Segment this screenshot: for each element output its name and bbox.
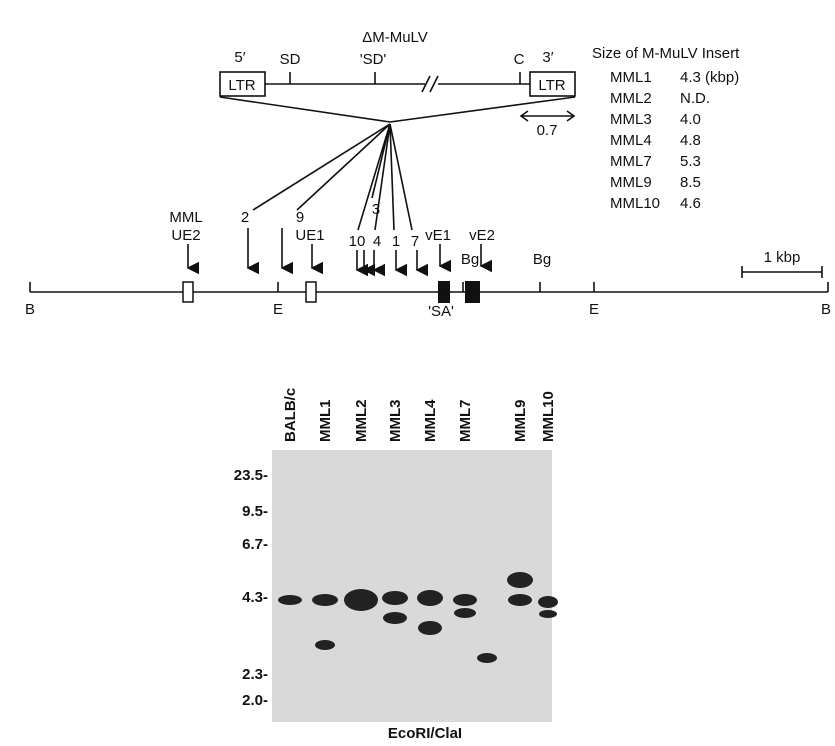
lane-label: BALB/c	[282, 388, 299, 442]
element: UE2	[171, 227, 200, 244]
scale: 1 kbp	[764, 249, 801, 266]
label: 'SD'	[360, 51, 387, 68]
size-marker: 4.3-	[242, 589, 268, 606]
row-name: MML7	[610, 153, 652, 170]
label: 2	[241, 209, 249, 226]
site: E	[589, 301, 599, 318]
site: Bg	[533, 251, 551, 268]
sa-label: 'SA'	[428, 303, 454, 320]
lane-label: MML3	[387, 400, 404, 443]
size-marker: 6.7-	[242, 536, 268, 553]
site: B	[25, 301, 35, 318]
provirus: ΔM-MuLV 5′ 3′ SD 'SD' C LTR LTR 0.7	[220, 29, 575, 139]
lane-label: MML9	[512, 400, 529, 443]
label: C	[514, 51, 525, 68]
row-name: MML2	[610, 90, 652, 107]
row-value: N.D.	[680, 90, 710, 107]
site: B	[821, 301, 831, 318]
ltr: LTR	[228, 77, 255, 94]
gel: EcoRI/ClaI BALB/c MML1 MML2 MML3 MML4 MML7 MML…	[234, 388, 558, 742]
row-value: 8.5	[680, 174, 701, 191]
scale: 0.7	[537, 122, 558, 139]
label: 7	[411, 233, 419, 250]
label: 9	[296, 209, 304, 226]
row-value: 4.6	[680, 195, 701, 212]
row-value: 4.3 (kbp)	[680, 69, 739, 86]
label: 4	[373, 233, 381, 250]
label: 5′	[234, 49, 245, 66]
lane-label: MML4	[422, 399, 439, 442]
gel-image	[272, 450, 552, 722]
lane-label: MML10	[540, 391, 557, 442]
map: MML 2 9 3 10 4 1 7 UE2 UE1 vE1 vE2 Bg Bg…	[25, 124, 831, 320]
insert-table: Size of M-MuLV Insert MML1 4.3 (kbp) MML2 N…	[592, 45, 740, 212]
label: 1	[392, 233, 400, 250]
row-name: MML10	[610, 195, 660, 212]
gel-caption: EcoRI/ClaI	[388, 725, 462, 742]
table-title: Size of M-MuLV Insert	[592, 45, 740, 62]
element: vE2	[469, 227, 495, 244]
size-marker: 9.5-	[242, 503, 268, 520]
row-name: MML9	[610, 174, 652, 191]
provirus-title: ΔM-MuLV	[362, 29, 428, 46]
label: SD	[280, 51, 301, 68]
label: 3′	[542, 49, 553, 66]
site: Bg	[461, 251, 479, 268]
element: UE1	[295, 227, 324, 244]
figure: ΔM-MuLV 5′ 3′ SD 'SD' C LTR LTR 0.7 Size…	[0, 0, 835, 746]
row-value: 4.0	[680, 111, 701, 128]
label: 10	[349, 233, 366, 250]
site: E	[273, 301, 283, 318]
ltr: LTR	[538, 77, 565, 94]
row-value: 4.8	[680, 132, 701, 149]
row-name: MML3	[610, 111, 652, 128]
row-name: MML1	[610, 69, 652, 86]
element: vE1	[425, 227, 451, 244]
size-marker: 23.5-	[234, 467, 268, 484]
label: MML	[169, 209, 202, 226]
lane-label: MML1	[317, 400, 334, 443]
row-name: MML4	[610, 132, 652, 149]
lane-label: MML2	[353, 400, 370, 443]
label: 3	[372, 201, 380, 218]
lane-label: MML7	[457, 400, 474, 443]
row-value: 5.3	[680, 153, 701, 170]
size-marker: 2.0-	[242, 692, 268, 709]
size-marker: 2.3-	[242, 666, 268, 683]
